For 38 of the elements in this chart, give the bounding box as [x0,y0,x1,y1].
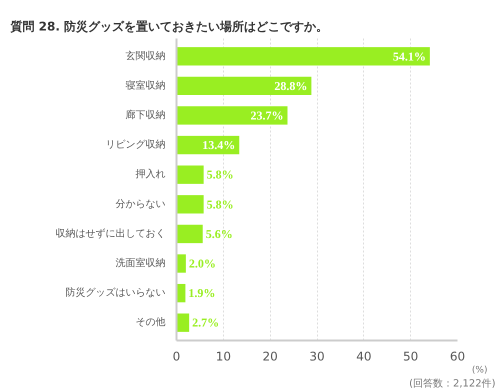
y-tick-label: 寝室収納 [126,79,166,92]
data-label: 1.9% [188,286,216,300]
data-label: 54.1% [392,49,426,64]
data-label: 2.7% [192,316,220,330]
data-label: 2.0% [188,256,216,271]
y-tick-label: 洗面室収納 [116,257,166,270]
bar [176,284,186,302]
y-tick-label: 分からない [116,198,166,210]
x-tick-label: 60 [450,350,466,364]
data-label: 23.7% [250,108,284,122]
x-tick-label: 10 [216,350,231,364]
y-tick-label: 防災グッズはいらない [66,286,166,299]
y-tick-label: 押入れ [136,168,166,180]
x-tick-label: 50 [403,350,418,364]
data-label: 5.6% [206,226,233,241]
x-tick-label: 20 [262,350,278,364]
bar [176,166,204,184]
x-tick-label: 0 [172,350,180,364]
bar [176,224,203,244]
data-label: 28.8% [274,78,308,93]
x-tick-label: 30 [309,350,325,364]
chart-title: 質問 28. 防災グッズを置いておきたい場所はどこですか。 [10,20,328,34]
text: (回答数：2,122件) [409,378,496,390]
y-tick-label: リビング収納 [106,138,166,151]
bar [176,106,288,125]
bar [176,76,312,96]
x-tick-label: 40 [356,350,372,364]
data-label: 5.8% [206,168,234,182]
y-tick-label: 収納はせずに出しておく [56,227,166,240]
bar [176,195,204,214]
y-tick-label: 玄関収納 [126,50,166,62]
x-axis-title: (%) [472,366,488,376]
bar [176,314,190,332]
data-label: 13.4% [202,138,236,152]
y-tick-label: 廊下収納 [126,108,166,121]
y-tick-label: その他 [136,316,166,328]
bar [176,47,430,66]
data-label: 5.8% [206,197,234,212]
